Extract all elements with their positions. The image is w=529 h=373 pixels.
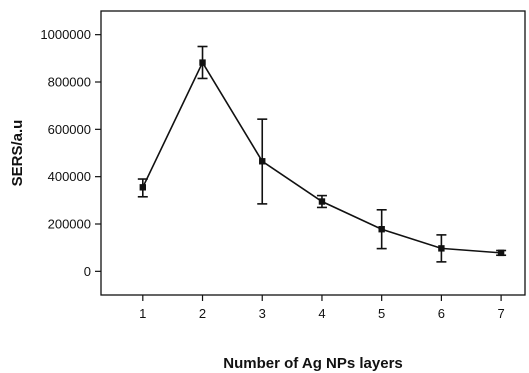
x-axis-title: Number of Ag NPs layers: [223, 355, 403, 372]
error-bars: [137, 45, 507, 263]
x-tick-label: 2: [199, 306, 206, 321]
x-tick-label: 3: [259, 306, 266, 321]
y-axis-ticks: 0 200000 400000 600000 800000 1000000: [40, 27, 101, 279]
data-point: [438, 245, 445, 252]
data-point: [497, 249, 505, 257]
x-tick-label: 5: [378, 306, 385, 321]
data-point: [139, 184, 147, 191]
data-point: [318, 198, 326, 205]
series-line: [142, 60, 502, 254]
plot-frame: [100, 10, 526, 296]
y-tick-label: 200000: [48, 217, 91, 232]
x-axis-ticks: 1 2 3 4 5 6 7: [139, 295, 505, 321]
y-tick-label: 800000: [48, 75, 91, 90]
x-tick-label: 4: [318, 306, 325, 321]
x-tick-label: 7: [497, 306, 504, 321]
y-tick-label: 0: [84, 264, 91, 279]
x-tick-label: 6: [438, 306, 445, 321]
y-axis-title: SERS/a.u: [9, 120, 26, 187]
data-point: [199, 59, 206, 66]
data-points: [139, 59, 505, 257]
y-tick-label: 600000: [48, 122, 91, 137]
y-tick-label: 400000: [48, 169, 91, 184]
data-point: [259, 158, 266, 165]
x-tick-label: 1: [139, 306, 146, 321]
data-point: [378, 226, 385, 233]
y-tick-label: 1000000: [40, 27, 91, 42]
